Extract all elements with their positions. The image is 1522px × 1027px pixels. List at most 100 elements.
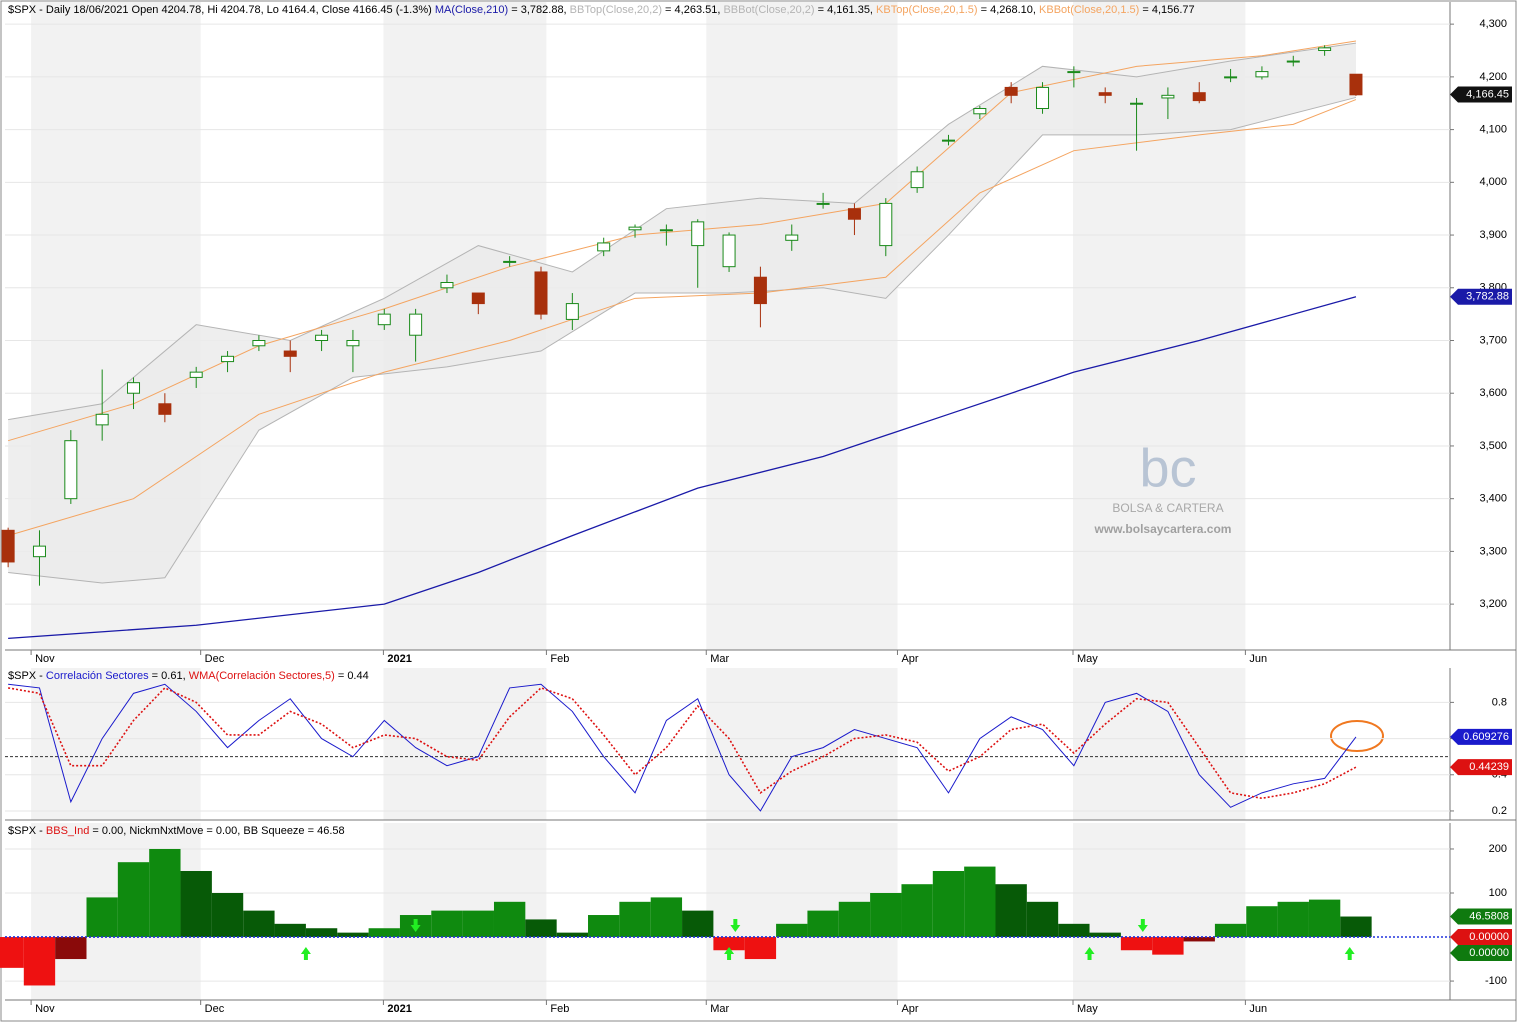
histogram-bar	[713, 937, 745, 951]
legend: $SPX - BBS_Ind = 0.00, NickmNxtMove = 0.…	[8, 825, 345, 837]
histogram-bar	[1120, 937, 1153, 951]
histogram-bar	[744, 937, 777, 960]
y-tick-label: 3,400	[1479, 493, 1507, 505]
candle-body	[471, 292, 485, 305]
y-tick-label: 4,300	[1479, 18, 1507, 30]
legend-part: BBS_Ind	[46, 825, 89, 837]
candle-body	[1098, 92, 1112, 96]
x-tick-label: Apr	[901, 653, 918, 665]
x-tick-label: Nov	[35, 653, 55, 665]
histogram-bar	[1214, 923, 1247, 938]
histogram-bar	[431, 910, 463, 938]
price-tag-label: 3,782.88	[1466, 291, 1509, 303]
histogram-bar	[588, 915, 620, 938]
histogram-bar	[1308, 899, 1341, 938]
histogram-bar	[525, 919, 557, 938]
price-tag-label: 0.00000	[1469, 947, 1509, 959]
bb-band-fill	[8, 43, 1356, 584]
signal-down	[410, 919, 421, 933]
candle-body	[879, 202, 893, 247]
y-tick-label: 3,700	[1479, 334, 1507, 346]
x-tick-label: Jun	[1249, 653, 1267, 665]
legend-title: $SPX -	[8, 670, 46, 682]
candle-body	[1004, 86, 1018, 96]
candle-body	[64, 440, 78, 500]
legend-name: Correlación Sectores	[46, 670, 149, 682]
candle-body	[127, 382, 141, 394]
x-tick-label: Jun	[1249, 1003, 1267, 1015]
legend-name: MA(Close,210)	[435, 4, 508, 16]
y-tick-label: 3,600	[1479, 387, 1507, 399]
histogram-bar	[1089, 932, 1121, 938]
histogram-bar	[274, 923, 306, 938]
month-shade	[1072, 668, 1246, 820]
histogram-bar	[1026, 901, 1059, 938]
watermark-name: BOLSA & CARTERA	[1112, 501, 1223, 515]
candle-body	[1192, 92, 1206, 102]
legend: $SPX - Daily 18/06/2021 Open 4204.78, Hi…	[8, 4, 1195, 16]
candle-body	[816, 202, 830, 205]
candle-body	[659, 229, 673, 232]
legend-title: $SPX - Daily 18/06/2021 Open 4204.78, Hi…	[8, 4, 435, 16]
candle-body	[722, 234, 736, 268]
month-shade	[31, 668, 201, 820]
signal-down	[1137, 919, 1148, 933]
candle-body	[785, 234, 799, 241]
histogram-bar	[462, 910, 494, 938]
histogram-bar	[149, 848, 181, 938]
candle-body	[847, 208, 861, 220]
series-line	[8, 96, 1357, 584]
month-shade	[706, 668, 898, 820]
candle-body	[32, 545, 46, 558]
candle-body	[158, 403, 172, 415]
signal-up	[1084, 947, 1095, 961]
candle-body	[941, 139, 955, 142]
month-shade	[706, 2, 898, 650]
price-tag	[1450, 908, 1512, 925]
y-tick-label: 3,300	[1479, 545, 1507, 557]
price-tag-label: 0.00000	[1469, 931, 1509, 943]
legend-value: = 4,161.35,	[815, 4, 876, 16]
histogram-bar	[1277, 901, 1309, 938]
y-tick-label: 100	[1489, 887, 1507, 899]
histogram-bar	[556, 932, 589, 938]
price-tag	[1450, 86, 1512, 103]
candle-body	[377, 313, 391, 326]
histogram-bar	[901, 884, 933, 938]
y-tick-label: 3,900	[1479, 229, 1507, 241]
histogram-bar	[86, 897, 118, 938]
candle-body	[1130, 102, 1144, 105]
histogram-bar	[117, 862, 150, 938]
signal-up	[300, 947, 311, 961]
legend-title: $SPX -	[8, 825, 46, 837]
legend-name: BBTop(Close,20,2)	[570, 4, 662, 16]
candle-body	[691, 221, 705, 247]
candle-body	[1067, 71, 1081, 74]
y-tick-label: 0.2	[1492, 805, 1507, 817]
candle-body	[252, 339, 266, 347]
y-tick-label: 200	[1489, 843, 1507, 855]
x-tick-label: Mar	[710, 653, 729, 665]
histogram-bar	[807, 910, 839, 938]
candle-body	[503, 260, 517, 263]
histogram-bar	[368, 928, 400, 938]
legend-name: KBTop(Close,20,1.5)	[876, 4, 978, 16]
candle-body	[1, 529, 15, 563]
price-tag	[1450, 945, 1512, 962]
signal-down	[730, 919, 741, 933]
histogram-bar	[337, 932, 369, 938]
histogram-bar	[23, 937, 56, 986]
candle-body	[1036, 86, 1050, 110]
histogram-bar	[870, 893, 902, 938]
candle-body	[189, 371, 203, 378]
histogram-bar	[0, 937, 24, 968]
histogram-bar	[1058, 923, 1090, 938]
legend-value: = 0.44	[335, 670, 369, 682]
candle-body	[910, 171, 924, 189]
histogram-bar	[650, 897, 683, 938]
y-tick-label: 4,000	[1479, 176, 1507, 188]
x-tick-label: Feb	[550, 1003, 569, 1015]
candle-body	[346, 339, 360, 347]
series-line	[8, 296, 1357, 640]
